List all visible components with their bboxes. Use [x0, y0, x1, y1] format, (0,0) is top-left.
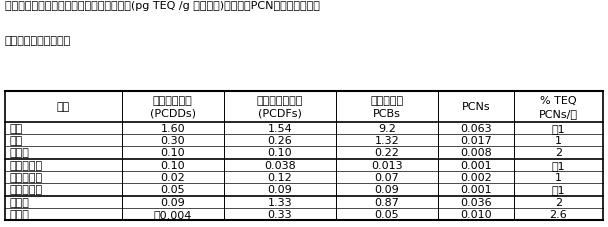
Text: 1: 1	[555, 136, 562, 146]
Text: 2.6: 2.6	[550, 209, 567, 219]
Text: 0.036: 0.036	[460, 197, 492, 207]
Text: 肉骨粉: 肉骨粉	[9, 148, 29, 158]
Text: ジベンゾフラン
(PCDFs): ジベンゾフラン (PCDFs)	[257, 96, 303, 118]
Text: 〈0.004: 〈0.004	[154, 209, 192, 219]
Text: 0.33: 0.33	[268, 209, 292, 219]
Text: コプラナー
PCBs: コプラナー PCBs	[370, 96, 404, 118]
Text: 2: 2	[555, 148, 562, 158]
Text: 0.001: 0.001	[460, 160, 492, 170]
Text: 0.07: 0.07	[375, 172, 399, 182]
Text: 0.09: 0.09	[161, 197, 185, 207]
Text: 表．家畜関連試料中ダイオキシン毒性等量(pg TEQ /g 脂肪重量)に対するPCNとその他ダイオ: 表．家畜関連試料中ダイオキシン毒性等量(pg TEQ /g 脂肪重量)に対するP…	[5, 1, 320, 11]
Text: 〈1: 〈1	[551, 123, 565, 133]
Text: 鶏配合飼料: 鶏配合飼料	[9, 172, 42, 182]
Text: 0.30: 0.30	[161, 136, 185, 146]
Text: 0.038: 0.038	[264, 160, 295, 170]
Text: 0.010: 0.010	[460, 209, 492, 219]
Text: 2: 2	[555, 197, 562, 207]
Text: 0.22: 0.22	[375, 148, 399, 158]
Text: 魚粉: 魚粉	[9, 136, 22, 146]
Text: 0.87: 0.87	[375, 197, 399, 207]
Text: 0.10: 0.10	[161, 160, 185, 170]
Text: 牛配合飼料: 牛配合飼料	[9, 160, 42, 170]
Text: 0.063: 0.063	[460, 123, 492, 133]
Text: 〈1: 〈1	[551, 185, 565, 195]
Text: 0.008: 0.008	[460, 148, 492, 158]
Text: 0.001: 0.001	[460, 185, 492, 195]
Text: 0.09: 0.09	[268, 185, 292, 195]
Text: 0.05: 0.05	[161, 185, 185, 195]
Text: 0.10: 0.10	[161, 148, 185, 158]
Text: 〈1: 〈1	[551, 160, 565, 170]
Text: 試料: 試料	[57, 102, 70, 112]
Text: 0.02: 0.02	[161, 172, 185, 182]
Text: 1.32: 1.32	[375, 136, 399, 146]
Text: 1.33: 1.33	[268, 197, 292, 207]
Text: 0.017: 0.017	[460, 136, 492, 146]
Text: 0.002: 0.002	[460, 172, 492, 182]
Text: キシン類の寄与率: キシン類の寄与率	[5, 36, 71, 46]
Text: 0.013: 0.013	[371, 160, 402, 170]
Text: 0.05: 0.05	[375, 209, 399, 219]
Text: 0.10: 0.10	[268, 148, 292, 158]
Text: 1.60: 1.60	[161, 123, 185, 133]
Text: 0.09: 0.09	[375, 185, 399, 195]
Text: 0.12: 0.12	[268, 172, 292, 182]
Text: 魚油: 魚油	[9, 123, 22, 133]
Text: 1.54: 1.54	[268, 123, 292, 133]
Text: 鶏脂肪: 鶏脂肪	[9, 197, 29, 207]
Text: 9.2: 9.2	[378, 123, 396, 133]
Text: 豚配合飼料: 豚配合飼料	[9, 185, 42, 195]
Text: PCNs: PCNs	[461, 102, 490, 112]
Text: ダイオキシン
(PCDDs): ダイオキシン (PCDDs)	[150, 96, 196, 118]
Text: 1: 1	[555, 172, 562, 182]
Text: 豚脂肪: 豚脂肪	[9, 209, 29, 219]
Text: 0.26: 0.26	[268, 136, 292, 146]
Text: % TEQ
PCNs/他: % TEQ PCNs/他	[539, 96, 578, 118]
